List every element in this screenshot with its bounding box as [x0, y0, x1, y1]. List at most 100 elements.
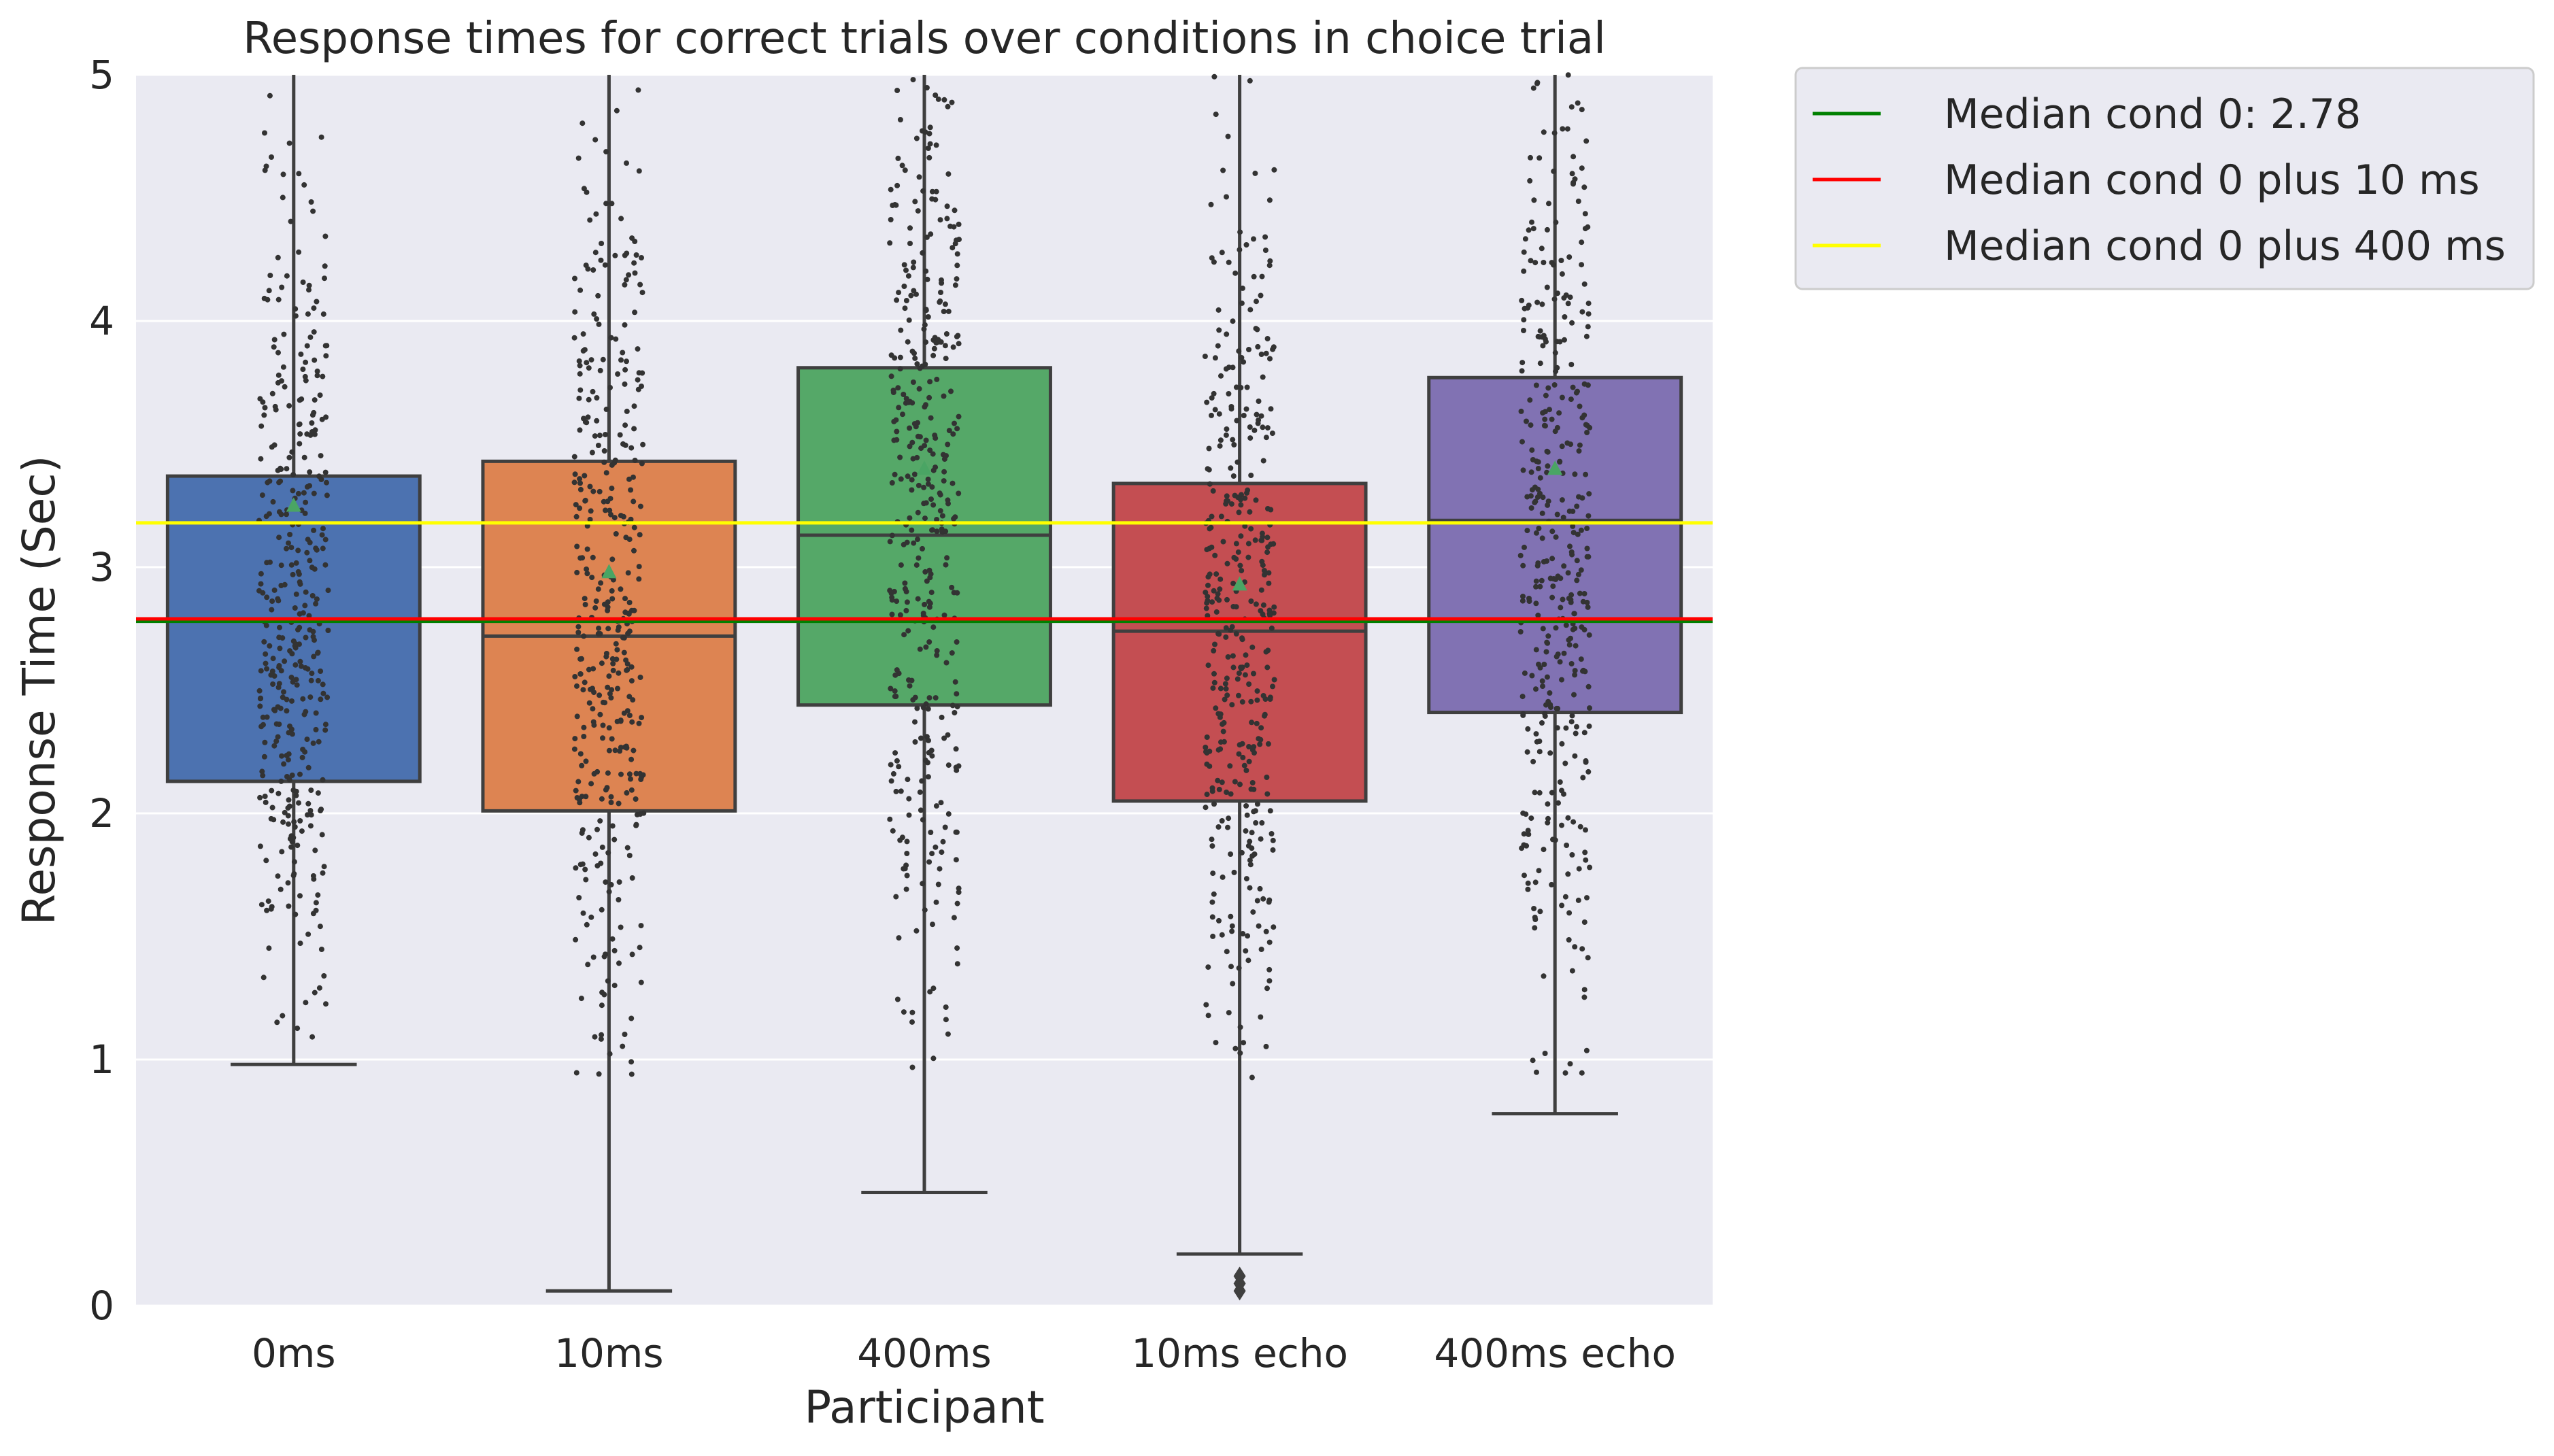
strip-point: [1223, 432, 1229, 438]
strip-point: [593, 211, 599, 217]
strip-point: [257, 703, 263, 709]
strip-point: [891, 418, 897, 424]
strip-point: [1549, 881, 1555, 887]
strip-point: [581, 416, 586, 422]
strip-point: [633, 822, 639, 828]
strip-point: [1249, 747, 1256, 753]
strip-point: [1585, 513, 1592, 519]
strip-point: [927, 124, 933, 131]
strip-point: [952, 207, 958, 214]
strip-point: [631, 260, 637, 266]
strip-point: [888, 590, 894, 596]
strip-point: [318, 696, 324, 702]
strip-point: [280, 194, 286, 201]
strip-point: [1230, 365, 1236, 371]
strip-point: [909, 487, 915, 493]
strip-point: [1223, 634, 1229, 640]
strip-point: [322, 537, 329, 543]
strip-point: [603, 651, 609, 656]
strip-point: [609, 596, 616, 602]
strip-point: [1559, 902, 1565, 909]
strip-point: [1256, 417, 1262, 423]
strip-point: [1228, 913, 1234, 919]
strip-point: [312, 989, 318, 996]
strip-point: [298, 351, 304, 357]
strip-point: [321, 973, 327, 979]
strip-point: [1230, 580, 1237, 586]
strip-point: [1582, 226, 1588, 232]
strip-point: [318, 947, 324, 952]
strip-point: [1534, 80, 1541, 86]
strip-point: [277, 624, 282, 630]
strip-point: [1271, 541, 1277, 547]
strip-point: [1249, 719, 1255, 726]
strip-point: [950, 431, 956, 437]
strip-point: [291, 819, 297, 825]
strip-point: [1271, 677, 1277, 683]
strip-point: [1568, 719, 1575, 725]
strip-point: [1245, 958, 1251, 964]
strip-point: [954, 691, 960, 697]
strip-point: [603, 470, 609, 476]
strip-point: [1246, 758, 1252, 764]
strip-point: [620, 634, 626, 641]
strip-point: [898, 788, 904, 794]
strip-point: [922, 404, 928, 410]
strip-point: [290, 638, 297, 644]
strip-point: [1240, 931, 1246, 936]
strip-point: [1569, 852, 1575, 858]
strip-point: [1246, 681, 1252, 687]
strip-point: [285, 757, 291, 763]
strip-point: [1583, 333, 1590, 339]
strip-point: [276, 663, 282, 668]
strip-point: [637, 945, 643, 951]
strip-point: [626, 600, 633, 605]
strip-point: [1585, 683, 1592, 690]
strip-point: [575, 779, 582, 785]
strip-point: [1520, 711, 1526, 717]
strip-point: [922, 129, 928, 135]
strip-point: [586, 666, 592, 673]
strip-point: [290, 472, 297, 477]
strip-point: [302, 603, 308, 609]
strip-point: [1533, 583, 1539, 590]
strip-point: [937, 866, 943, 872]
strip-point: [1566, 642, 1573, 648]
strip-point: [1575, 531, 1581, 537]
strip-point: [589, 450, 595, 456]
strip-point: [1557, 779, 1563, 785]
strip-point: [1248, 786, 1254, 792]
strip-point: [632, 309, 638, 316]
strip-point: [633, 796, 639, 802]
strip-point: [1212, 407, 1218, 413]
strip-point: [1582, 849, 1588, 856]
strip-point: [616, 800, 622, 807]
strip-point: [1204, 792, 1210, 798]
strip-point: [914, 361, 920, 367]
strip-point: [584, 546, 590, 552]
strip-point: [915, 420, 921, 426]
strip-point: [918, 807, 924, 813]
strip-point: [606, 725, 612, 731]
strip-point: [586, 365, 592, 371]
strip-point: [902, 167, 908, 173]
strip-point: [1549, 416, 1555, 422]
strip-point: [271, 337, 278, 343]
strip-point: [1211, 647, 1217, 654]
strip-point: [1554, 365, 1560, 371]
strip-point: [635, 346, 641, 352]
strip-point: [1212, 641, 1217, 647]
strip-point: [1218, 513, 1224, 520]
strip-point: [1583, 1047, 1590, 1053]
strip-point: [1249, 1074, 1255, 1081]
strip-point: [628, 776, 633, 782]
strip-point: [1560, 126, 1566, 132]
strip-point: [1554, 339, 1560, 345]
strip-point: [573, 513, 579, 520]
strip-point: [622, 381, 628, 387]
strip-point: [1542, 416, 1548, 422]
strip-point: [637, 811, 643, 817]
strip-point: [939, 714, 945, 720]
strip-point: [290, 488, 296, 494]
strip-point: [260, 773, 266, 779]
